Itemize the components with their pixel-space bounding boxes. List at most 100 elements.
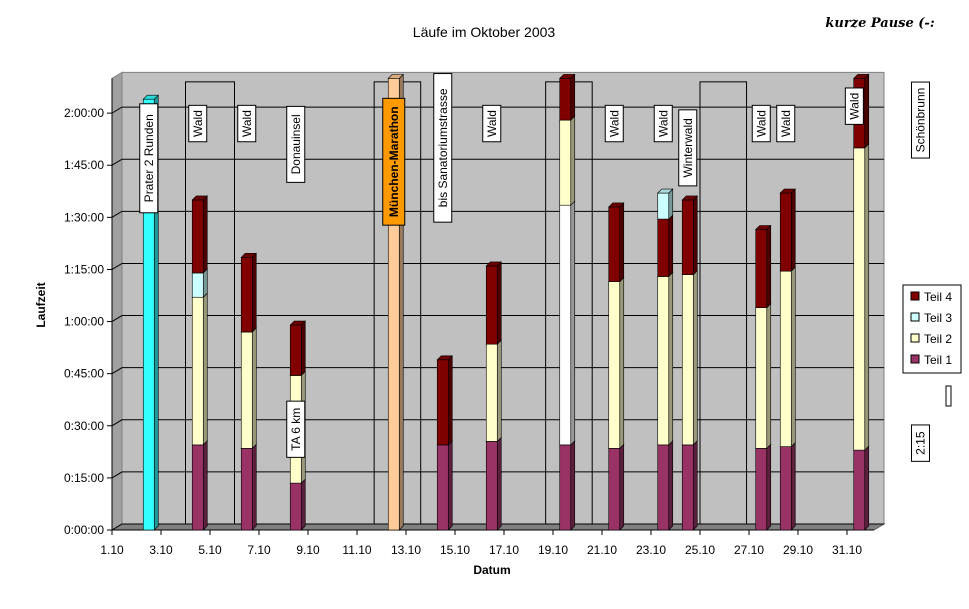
- bar-side: [692, 440, 698, 531]
- bar-segment-teil1: [779, 441, 796, 531]
- bar-front: [853, 449, 866, 531]
- annotation-text: 2:15: [914, 431, 928, 455]
- bar-top: [289, 320, 306, 326]
- legend-swatch: [910, 312, 920, 322]
- bar-segment-teil1: [608, 443, 625, 531]
- x-tick-label: 25.10: [685, 543, 715, 557]
- bar-side: [692, 269, 698, 446]
- annotation-label: Winterwald: [678, 109, 698, 187]
- bar-segment-teil2: [681, 269, 698, 446]
- x-tick-label: 15.10: [440, 543, 470, 557]
- bar-segment-teil1: [191, 440, 208, 531]
- annotation-label: Schönbrunn: [911, 81, 930, 159]
- bar-segment-teil2: [240, 327, 257, 450]
- bar-front: [191, 444, 204, 531]
- annotation-text: Wald: [779, 110, 793, 137]
- bar-side: [202, 292, 208, 446]
- bar-side: [251, 327, 257, 450]
- bar-side: [202, 440, 208, 531]
- annotation-label: Wald: [188, 104, 208, 143]
- annotation-box: [433, 73, 453, 223]
- x-tick-label: 7.10: [247, 543, 271, 557]
- bar-side: [447, 440, 453, 531]
- y-tick-label: 2:00:00: [64, 106, 104, 120]
- bar-side: [619, 276, 625, 450]
- legend-swatch: [910, 333, 920, 343]
- bar-segment-teil2: [608, 276, 625, 450]
- x-tick-label: 1.10: [100, 543, 124, 557]
- bar-side: [668, 440, 674, 531]
- annotation-label: Donauinsel: [286, 105, 306, 183]
- bar-top: [191, 195, 208, 201]
- annotation-text: Wald: [754, 110, 768, 137]
- annotation-box: [911, 81, 930, 159]
- bar-side: [202, 195, 208, 274]
- bar-front: [559, 444, 572, 531]
- x-tick-label: 3.10: [149, 543, 173, 557]
- bar-front: [485, 343, 498, 442]
- outline-box: [699, 81, 748, 525]
- annotation-text: Donauinsel: [289, 114, 303, 174]
- legend-entry-label: Teil 3: [924, 311, 952, 325]
- bar-top: [559, 74, 576, 79]
- bar-segment-teil1: [240, 443, 257, 531]
- y-tick-label: 1:30:00: [64, 210, 104, 224]
- bar-side: [766, 443, 772, 531]
- bar-segment-teil4: [485, 261, 502, 345]
- legend: Teil 4 Teil 3 Teil 2 Teil 1: [902, 284, 962, 374]
- bar-front: [289, 482, 302, 531]
- y-tick-label: 0:30:00: [64, 419, 104, 433]
- annotation-box: [286, 400, 306, 458]
- legend-entry-label: Teil 2: [924, 332, 952, 346]
- gridline: [111, 210, 884, 218]
- bar-segment-teil4: [608, 202, 625, 283]
- legend-swatch: [910, 291, 920, 301]
- annotation-label: München-Marathon: [382, 97, 406, 226]
- bar-front: [559, 78, 572, 121]
- chart-title: Läufe im Oktober 2003: [413, 24, 556, 40]
- bar-side: [668, 188, 674, 220]
- bar-front: [681, 274, 694, 446]
- annotation-box: [382, 97, 406, 226]
- bar-segment-teil1: [485, 436, 502, 531]
- bar-front: [779, 446, 792, 531]
- bar-side: [202, 268, 208, 298]
- bar-front: [657, 218, 670, 277]
- bar-front: [559, 204, 572, 446]
- bar-segment-white: [559, 200, 576, 446]
- bar-front: [240, 331, 253, 449]
- bar-front: [779, 270, 792, 447]
- y-tick-label: 1:45:00: [64, 158, 104, 172]
- bar-side: [668, 214, 674, 278]
- bar-top: [681, 195, 698, 201]
- annotation-text: Prater 2 Runden: [142, 114, 156, 202]
- bar-side: [790, 188, 796, 272]
- bar-front: [681, 199, 694, 275]
- y-tick-label: 0:45:00: [64, 367, 104, 381]
- annotation-text: Wald: [240, 110, 254, 137]
- bar-top: [240, 252, 257, 258]
- bar-segment-teil4: [289, 320, 306, 377]
- bar-front: [436, 444, 449, 531]
- bar-segment-teil4: [681, 195, 698, 276]
- bar-top: [485, 261, 502, 267]
- annotation-box: [237, 104, 257, 143]
- bar-front: [240, 256, 253, 333]
- y-axis-label: Laufzeit: [34, 282, 48, 327]
- gridline: [111, 523, 884, 531]
- bar-segment-teil2: [853, 143, 870, 451]
- annotation-text: Winterwald: [681, 118, 695, 177]
- bar-front: [755, 307, 768, 449]
- outline-box: [185, 81, 235, 525]
- annotation-box: [844, 87, 864, 125]
- annotation-text: bis Sanatoriumstrasse: [436, 88, 450, 207]
- annotation-label: Prater 2 Runden: [139, 103, 159, 214]
- bar-front: [240, 448, 253, 531]
- bar-front: [681, 444, 694, 531]
- x-tick-label: 5.10: [198, 543, 222, 557]
- bar-side: [692, 195, 698, 276]
- bar-front: [485, 441, 498, 531]
- corner-note: kurze Pause (-:: [825, 16, 934, 31]
- x-tick-label: 29.10: [783, 543, 813, 557]
